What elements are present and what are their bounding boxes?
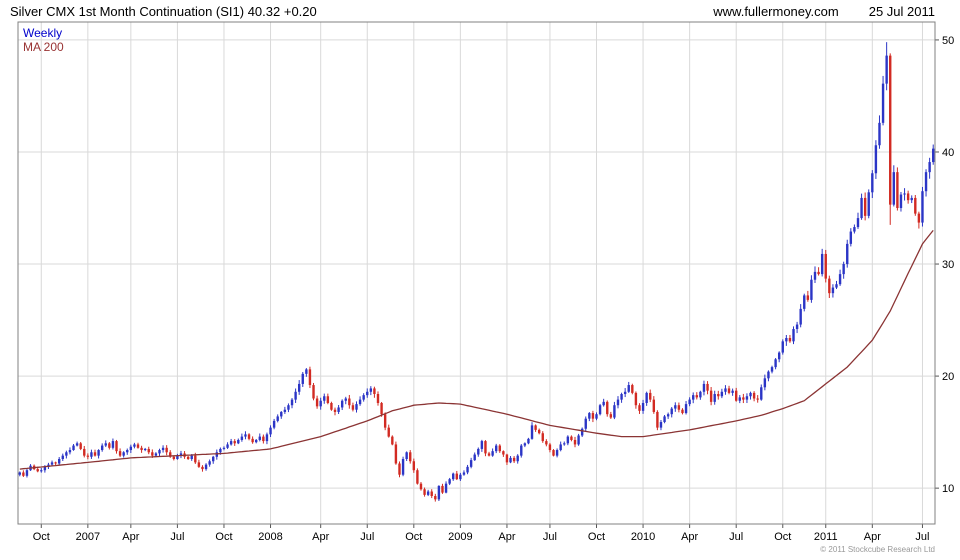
svg-text:Oct: Oct bbox=[588, 531, 605, 543]
svg-text:2011: 2011 bbox=[814, 531, 838, 543]
svg-text:10: 10 bbox=[942, 483, 954, 495]
chart-legend: Weekly MA 200 bbox=[23, 26, 64, 54]
svg-text:20: 20 bbox=[942, 371, 954, 383]
svg-text:Jul: Jul bbox=[543, 531, 557, 543]
svg-text:2009: 2009 bbox=[448, 531, 472, 543]
svg-text:Jul: Jul bbox=[915, 531, 929, 543]
svg-text:Jul: Jul bbox=[360, 531, 374, 543]
copyright-label: © 2011 Stockcube Research Ltd bbox=[820, 545, 935, 554]
chart-title: Silver CMX 1st Month Continuation (SI1) … bbox=[10, 4, 317, 19]
website-label: www.fullermoney.com bbox=[713, 4, 839, 19]
legend-ma200: MA 200 bbox=[23, 40, 64, 54]
svg-text:Apr: Apr bbox=[681, 531, 698, 543]
svg-text:Jul: Jul bbox=[729, 531, 743, 543]
svg-text:Apr: Apr bbox=[312, 531, 329, 543]
date-label: 25 Jul 2011 bbox=[868, 4, 935, 19]
svg-text:40: 40 bbox=[942, 147, 954, 159]
chart-header: Silver CMX 1st Month Continuation (SI1) … bbox=[10, 4, 935, 19]
svg-text:Oct: Oct bbox=[33, 531, 50, 543]
svg-text:Oct: Oct bbox=[405, 531, 422, 543]
svg-text:Jul: Jul bbox=[170, 531, 184, 543]
svg-text:Apr: Apr bbox=[122, 531, 139, 543]
header-right: www.fullermoney.com 25 Jul 2011 bbox=[713, 4, 935, 19]
svg-text:50: 50 bbox=[942, 35, 954, 47]
svg-text:30: 30 bbox=[942, 259, 954, 271]
svg-text:Apr: Apr bbox=[498, 531, 515, 543]
svg-text:2010: 2010 bbox=[631, 531, 655, 543]
svg-text:2007: 2007 bbox=[76, 531, 100, 543]
legend-weekly: Weekly bbox=[23, 26, 63, 40]
svg-text:2008: 2008 bbox=[258, 531, 282, 543]
svg-text:Oct: Oct bbox=[774, 531, 791, 543]
svg-text:Apr: Apr bbox=[864, 531, 881, 543]
svg-text:Oct: Oct bbox=[215, 531, 232, 543]
